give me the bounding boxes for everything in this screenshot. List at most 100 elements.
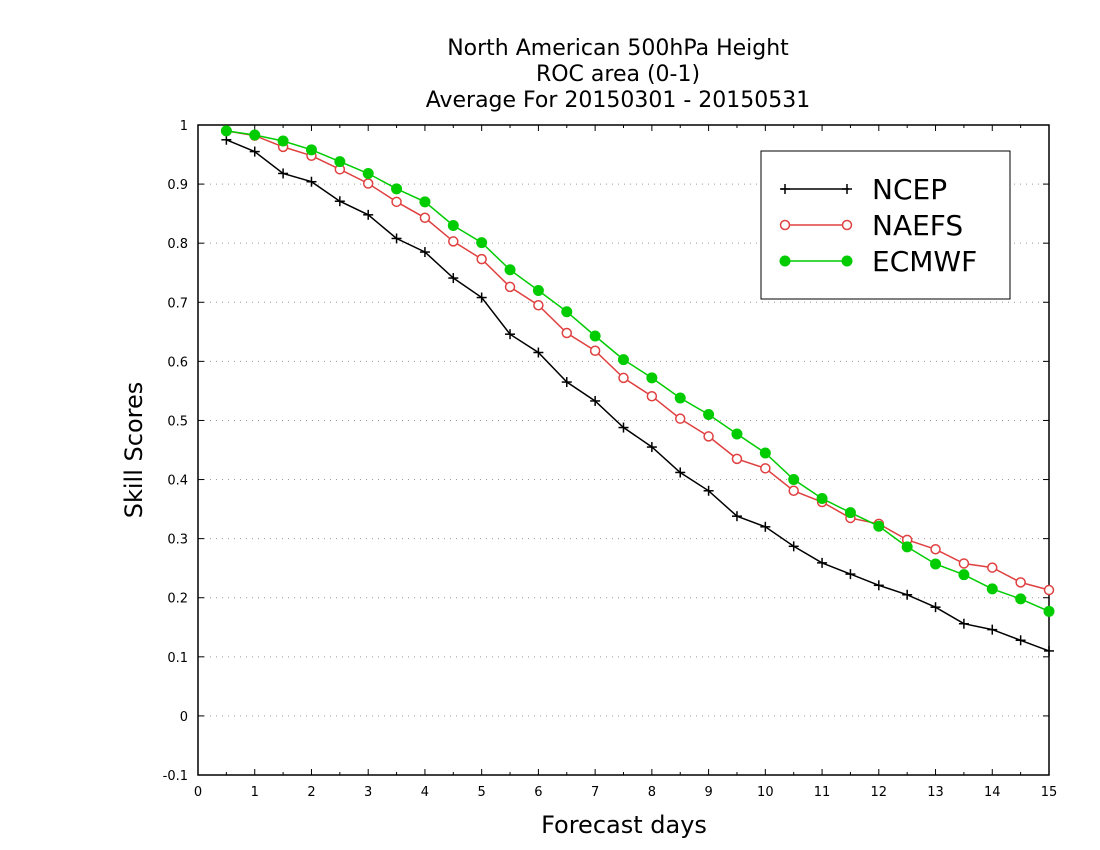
data-point-ncep (675, 467, 686, 478)
data-point-ncep (760, 521, 771, 532)
series-ncep (221, 134, 1054, 656)
x-tick-label: 12 (871, 785, 888, 800)
data-point-naefs (504, 281, 516, 293)
data-point-ecmwf (532, 284, 544, 296)
x-tick-label: 11 (814, 785, 831, 800)
data-point-ncep (731, 511, 742, 522)
data-series (220, 125, 1055, 656)
y-tick-label: 0.6 (167, 355, 188, 370)
data-point-naefs (419, 212, 431, 224)
data-point-ecmwf (305, 144, 317, 156)
x-tick-label: 0 (194, 785, 202, 800)
data-point-ncep (703, 485, 714, 496)
legend-label-naefs: NAEFS (872, 209, 963, 242)
data-point-ncep (930, 602, 941, 613)
data-point-ecmwf (589, 330, 601, 342)
data-point-ecmwf (703, 409, 715, 421)
y-tick-label: 0.1 (167, 651, 188, 666)
data-point-ecmwf (476, 237, 488, 249)
chart-title-line-2: ROC area (0-1) (535, 62, 701, 87)
y-tick-label: 0.9 (167, 178, 188, 193)
data-point-naefs (448, 236, 459, 247)
data-point-naefs (731, 453, 743, 465)
data-point-ecmwf (277, 135, 289, 147)
data-point-ecmwf (618, 354, 629, 366)
data-point-naefs (362, 178, 374, 189)
legend-marker-ncep (842, 184, 852, 194)
data-point-naefs (561, 327, 573, 339)
data-point-ecmwf (561, 306, 573, 318)
data-point-naefs (618, 372, 629, 384)
data-point-naefs (958, 558, 970, 569)
x-tick-label: 3 (364, 785, 372, 800)
x-tick-label: 15 (1041, 785, 1058, 800)
data-point-ecmwf (334, 156, 346, 168)
data-point-ncep (873, 580, 884, 591)
data-point-ecmwf (930, 558, 942, 570)
x-tick-label: 4 (421, 785, 429, 800)
data-point-ecmwf (1043, 605, 1055, 617)
legend-marker-ecmwf (779, 255, 791, 267)
y-tick-label: 0.2 (167, 592, 188, 607)
data-point-ecmwf (1015, 593, 1027, 605)
data-point-ecmwf (249, 129, 261, 141)
data-point-naefs (788, 485, 799, 497)
series-ecmwf (220, 125, 1055, 617)
y-tick-label: 1 (180, 119, 188, 134)
x-tick-label: 2 (307, 785, 315, 800)
data-point-naefs (987, 562, 998, 573)
data-point-ecmwf (220, 125, 232, 137)
legend-marker-ecmwf (841, 255, 853, 267)
y-axis-label: Skill Scores (120, 382, 148, 519)
data-point-ecmwf (362, 167, 374, 179)
x-axis-label: Forecast days (541, 811, 707, 839)
data-point-ecmwf (788, 474, 800, 486)
data-point-naefs (760, 463, 771, 474)
data-point-naefs (391, 196, 402, 208)
data-point-ncep (902, 589, 913, 600)
data-point-naefs (703, 431, 714, 442)
data-point-ncep (533, 347, 544, 358)
legend-label-ncep: NCEP (872, 173, 947, 206)
x-tick-label: 1 (251, 785, 259, 800)
y-tick-label: 0.5 (167, 414, 188, 429)
data-point-ncep (987, 624, 998, 635)
x-tick-label: 14 (984, 785, 1001, 800)
y-tick-label: 0.3 (167, 533, 188, 548)
data-point-ncep (590, 395, 601, 406)
data-point-ncep (646, 442, 657, 453)
x-tick-label: 9 (704, 785, 712, 800)
axis-ticks: -0.100.10.20.30.40.50.60.70.80.910 1 2 3 4 5 6… (163, 119, 1058, 800)
data-point-ecmwf (391, 183, 403, 195)
legend-marker-naefs (779, 219, 791, 231)
data-point-ncep (306, 176, 317, 187)
data-point-ecmwf (958, 569, 970, 581)
data-point-ncep (363, 209, 374, 220)
series-line-ncep (226, 139, 1050, 652)
data-point-ncep (788, 541, 799, 552)
data-point-naefs (1043, 584, 1055, 596)
legend-label-ecmwf: ECMWF (872, 245, 977, 278)
data-point-naefs (646, 390, 658, 402)
data-point-ncep (1044, 645, 1054, 656)
y-tick-label: -0.1 (163, 769, 188, 784)
data-point-ecmwf (447, 219, 459, 231)
legend-marker-naefs (841, 219, 853, 231)
data-point-ecmwf (901, 541, 913, 553)
data-point-ncep (817, 557, 828, 568)
data-point-ecmwf (646, 372, 658, 384)
data-point-ncep (505, 329, 516, 340)
data-point-naefs (533, 299, 544, 311)
x-tick-label: 5 (478, 785, 486, 800)
data-point-ecmwf (731, 428, 743, 440)
data-point-ncep (221, 134, 232, 145)
y-tick-label: 0 (180, 710, 188, 725)
data-point-ncep (334, 196, 345, 207)
data-point-ncep (618, 422, 629, 433)
x-tick-label: 10 (757, 785, 774, 800)
data-point-ecmwf (674, 392, 686, 404)
data-point-ncep (561, 377, 572, 388)
data-point-ncep (419, 247, 430, 258)
